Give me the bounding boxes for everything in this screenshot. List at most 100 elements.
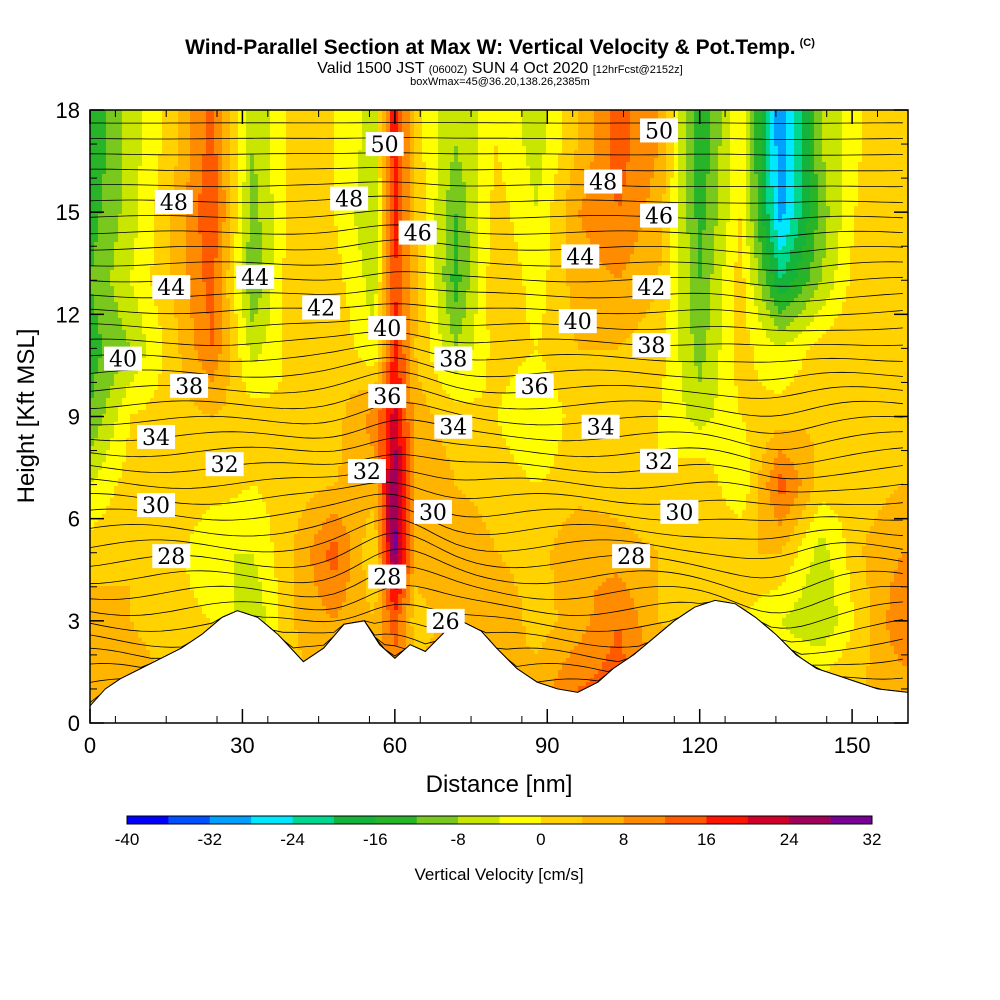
w-cell (554, 114, 559, 119)
w-cell (494, 170, 499, 175)
w-cell (318, 158, 323, 163)
w-cell (266, 186, 271, 191)
w-cell (882, 134, 887, 139)
w-cell (434, 190, 439, 195)
w-cell (874, 134, 879, 139)
w-cell (286, 142, 291, 147)
w-cell (530, 146, 535, 151)
w-cell (654, 162, 659, 167)
w-cell (286, 178, 291, 183)
w-cell (206, 130, 211, 135)
w-cell (482, 114, 487, 119)
w-cell (426, 162, 431, 167)
w-cell (454, 174, 459, 179)
w-cell (450, 118, 455, 123)
w-cell (902, 194, 907, 199)
w-cell (774, 154, 779, 159)
w-cell (106, 194, 111, 199)
w-cell (806, 186, 811, 191)
w-cell (162, 150, 167, 155)
w-cell (626, 146, 631, 151)
w-cell (602, 126, 607, 131)
w-cell (294, 158, 299, 163)
w-cell (242, 198, 247, 203)
w-cell (342, 182, 347, 187)
w-cell (158, 174, 163, 179)
w-cell (302, 194, 307, 199)
w-cell (174, 178, 179, 183)
w-cell (386, 114, 391, 119)
w-cell (630, 162, 635, 167)
w-cell (834, 122, 839, 127)
w-cell (130, 202, 135, 207)
w-cell (866, 194, 871, 199)
w-cell (242, 126, 247, 131)
w-cell (438, 170, 443, 175)
w-cell (714, 134, 719, 139)
w-cell (830, 126, 835, 131)
w-cell (770, 166, 775, 171)
w-cell (858, 190, 863, 195)
w-cell (562, 126, 567, 131)
w-cell (638, 162, 643, 167)
w-cell (230, 178, 235, 183)
w-cell (490, 118, 495, 123)
w-cell (602, 130, 607, 135)
w-cell (138, 142, 143, 147)
w-cell (818, 154, 823, 159)
w-cell (130, 158, 135, 163)
w-cell (490, 190, 495, 195)
w-cell (858, 162, 863, 167)
w-cell (246, 114, 251, 119)
w-cell (374, 170, 379, 175)
w-cell (222, 178, 227, 183)
w-cell (262, 162, 267, 167)
w-cell (582, 158, 587, 163)
w-cell (550, 194, 555, 199)
w-cell (818, 138, 823, 143)
w-cell (750, 190, 755, 195)
w-cell (518, 170, 523, 175)
w-cell (362, 114, 367, 119)
w-cell (722, 146, 727, 151)
w-cell (246, 162, 251, 167)
w-cell (286, 194, 291, 199)
w-cell (822, 190, 827, 195)
w-cell (358, 130, 363, 135)
w-cell (834, 194, 839, 199)
w-cell (638, 194, 643, 199)
w-cell (326, 130, 331, 135)
w-cell (842, 186, 847, 191)
w-cell (542, 162, 547, 167)
w-cell (358, 138, 363, 143)
w-cell (342, 162, 347, 167)
w-cell (530, 190, 535, 195)
w-cell (258, 146, 263, 151)
w-cell (154, 170, 159, 175)
w-cell (770, 118, 775, 123)
w-cell (694, 154, 699, 159)
w-cell (338, 130, 343, 135)
w-cell (110, 130, 115, 135)
w-cell (510, 130, 515, 135)
w-cell (850, 166, 855, 171)
w-cell (358, 146, 363, 151)
w-cell (874, 190, 879, 195)
w-cell (374, 186, 379, 191)
w-cell (762, 130, 767, 135)
w-cell (486, 142, 491, 147)
w-cell (718, 130, 723, 135)
w-cell (278, 174, 283, 179)
w-cell (194, 162, 199, 167)
w-cell (350, 118, 355, 123)
w-cell (570, 174, 575, 179)
w-cell (698, 190, 703, 195)
w-cell (522, 190, 527, 195)
w-cell (118, 178, 123, 183)
w-cell (866, 134, 871, 139)
w-cell (718, 114, 723, 119)
w-cell (662, 194, 667, 199)
w-cell (270, 154, 275, 159)
w-cell (818, 202, 823, 207)
w-cell (102, 202, 107, 207)
